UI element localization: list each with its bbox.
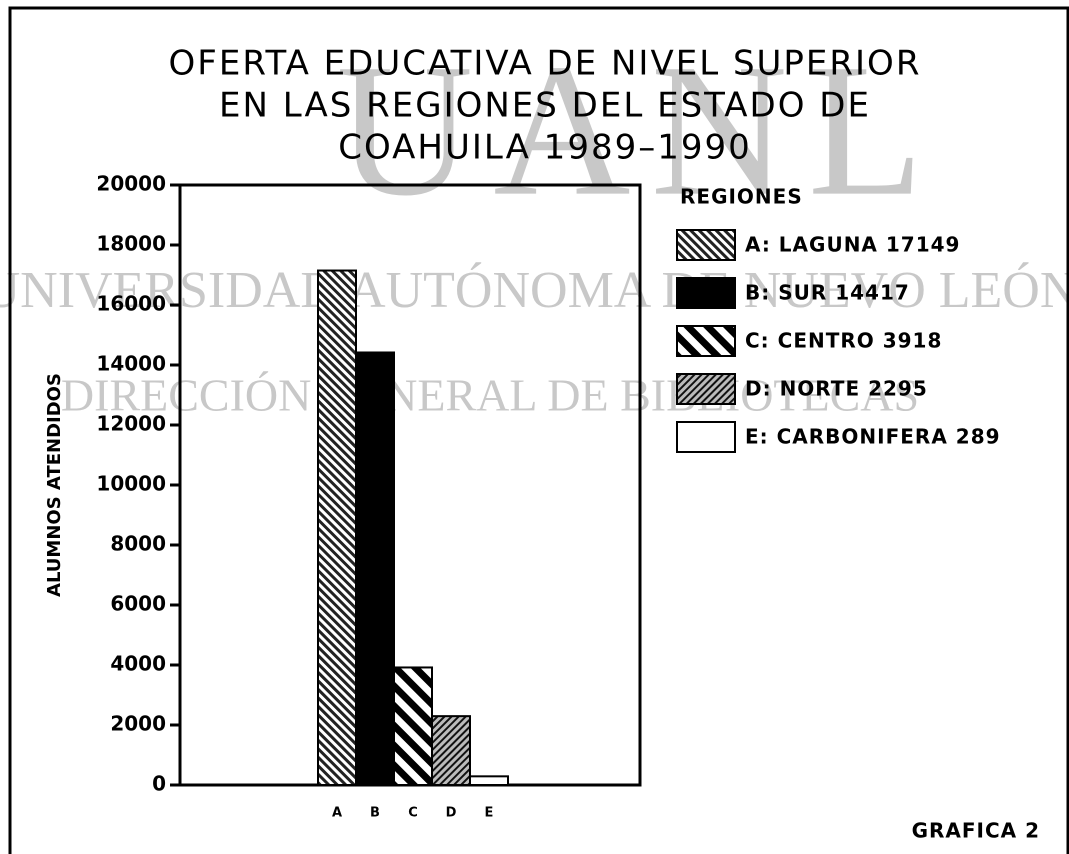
bar xyxy=(469,775,509,787)
bar xyxy=(431,715,471,787)
note: GRAFICA 2 xyxy=(912,819,1040,843)
y-tick-label: 6000 xyxy=(110,592,166,616)
watermark: UANL UNIVERSIDAD AUTÓNOMA DE NUEVO LEÓN DI… xyxy=(0,26,1069,421)
y-axis-label: ALUMNOS ATENDIDOS xyxy=(44,373,65,597)
legend-swatch xyxy=(676,421,736,453)
watermark-text: UANL xyxy=(336,26,944,236)
y-tick-label: 10000 xyxy=(96,472,166,496)
bar xyxy=(393,666,433,787)
legend-label: C: CENTRO 3918 xyxy=(745,329,942,353)
x-tick-label: A xyxy=(332,806,342,821)
y-tick-label: 20000 xyxy=(96,172,166,196)
legend-label: B: SUR 14417 xyxy=(745,281,910,305)
legend-title: REGIONES xyxy=(680,185,803,209)
chart-title: OFERTA EDUCATIVA DE NIVEL SUPERIOR xyxy=(169,44,922,84)
frame xyxy=(8,6,1069,854)
chart-title: COAHUILA 1989–1990 xyxy=(338,128,752,168)
x-tick-label: C xyxy=(408,806,418,821)
y-tick-label: 18000 xyxy=(96,232,166,256)
y-tick-label: 16000 xyxy=(96,292,166,316)
y-tick-label: 12000 xyxy=(96,412,166,436)
x-tick-label: E xyxy=(485,806,494,821)
legend-label: D: NORTE 2295 xyxy=(745,377,928,401)
watermark-text: UNIVERSIDAD AUTÓNOMA DE NUEVO LEÓN xyxy=(0,261,1069,319)
bar xyxy=(317,269,357,786)
x-tick-label: B xyxy=(370,806,380,821)
x-tick-label: D xyxy=(446,806,457,821)
watermark-text: DIRECCIÓN GENERAL DE BIBLIOTECAS xyxy=(61,370,919,421)
legend-swatch xyxy=(676,325,736,357)
legend-label: E: CARBONIFERA 289 xyxy=(745,425,1001,449)
legend-swatch xyxy=(676,277,736,309)
bar xyxy=(355,351,395,786)
legend-label: A: LAGUNA 17149 xyxy=(745,233,960,257)
chart-title: EN LAS REGIONES DEL ESTADO DE xyxy=(219,86,871,126)
y-tick-label: 0 xyxy=(152,772,166,796)
y-tick-label: 14000 xyxy=(96,352,166,376)
y-tick-label: 4000 xyxy=(110,652,166,676)
y-tick-label: 8000 xyxy=(110,532,166,556)
legend-swatch xyxy=(676,229,736,261)
legend-swatch xyxy=(676,373,736,405)
y-tick-label: 2000 xyxy=(110,712,166,736)
